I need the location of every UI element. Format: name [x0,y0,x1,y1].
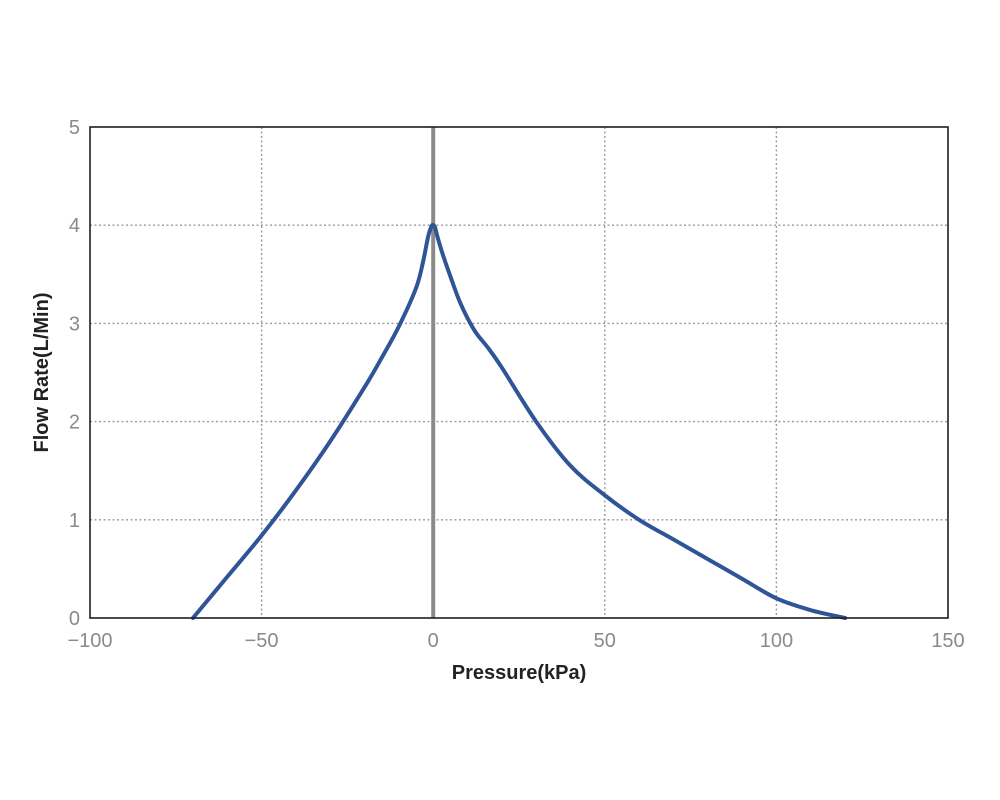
y-tick-label: 1 [69,510,80,532]
x-tick-label: 150 [931,630,964,652]
plot-frame [89,126,949,619]
y-tick-label: 4 [69,215,80,237]
x-tick-label: 100 [760,630,793,652]
x-tick-labels: −100 −50 0 50 100 150 [67,630,964,652]
x-tick-label: 0 [428,630,439,652]
y-tick-labels: 0 1 2 3 4 5 [69,117,80,630]
y-tick-label: 2 [69,412,80,434]
y-axis-title: Flow Rate(L/Min) [31,293,53,453]
y-tick-label: 0 [69,608,80,630]
x-axis-title: Pressure(kPa) [452,662,587,684]
x-tick-label: 50 [594,630,616,652]
x-tick-label: −50 [245,630,279,652]
y-tick-label: 3 [69,313,80,335]
grid-lines [90,127,948,618]
y-tick-label: 5 [69,117,80,139]
flow-rate-curve [190,222,848,620]
x-tick-label: −100 [67,630,112,652]
